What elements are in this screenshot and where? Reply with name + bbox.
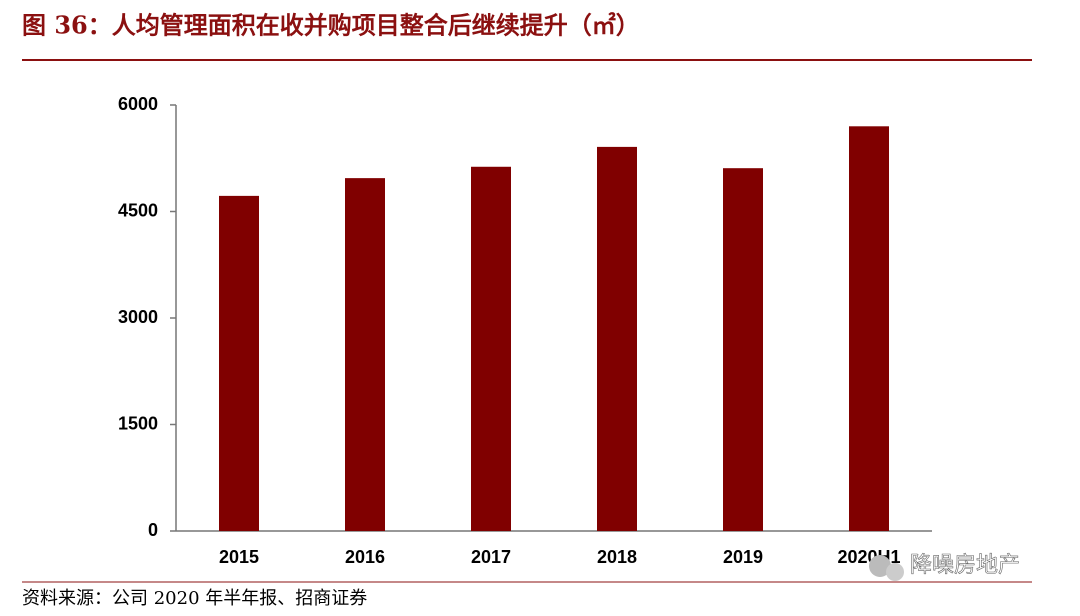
y-tick-label: 6000 [118, 94, 158, 114]
y-tick-label: 3000 [118, 307, 158, 327]
x-tick-label: 2019 [723, 547, 763, 567]
bar [219, 195, 259, 531]
bar [849, 126, 889, 532]
y-tick-label: 1500 [118, 413, 158, 433]
x-tick-label: 2020H1 [837, 547, 900, 567]
watermark-icon [869, 555, 891, 577]
bar [345, 178, 385, 531]
y-tick-label: 0 [148, 520, 158, 540]
watermark-text: 降噪房地产 [910, 552, 1020, 577]
watermark: 降噪房地产 [869, 552, 1020, 581]
source-note: 资料来源：公司 2020 年半年报、招商证券 [22, 588, 367, 609]
x-tick-label: 2015 [219, 547, 259, 567]
x-tick-label: 2018 [597, 547, 637, 567]
x-tick-label: 2016 [345, 547, 385, 567]
bar [723, 168, 763, 531]
bar [471, 166, 511, 531]
x-tick-label: 2017 [471, 547, 511, 567]
chart-title: 图 36：人均管理面积在收并购项目整合后继续提升（㎡） [22, 11, 640, 40]
watermark-icon [886, 563, 904, 581]
y-tick-label: 4500 [118, 200, 158, 220]
bar [597, 146, 637, 531]
